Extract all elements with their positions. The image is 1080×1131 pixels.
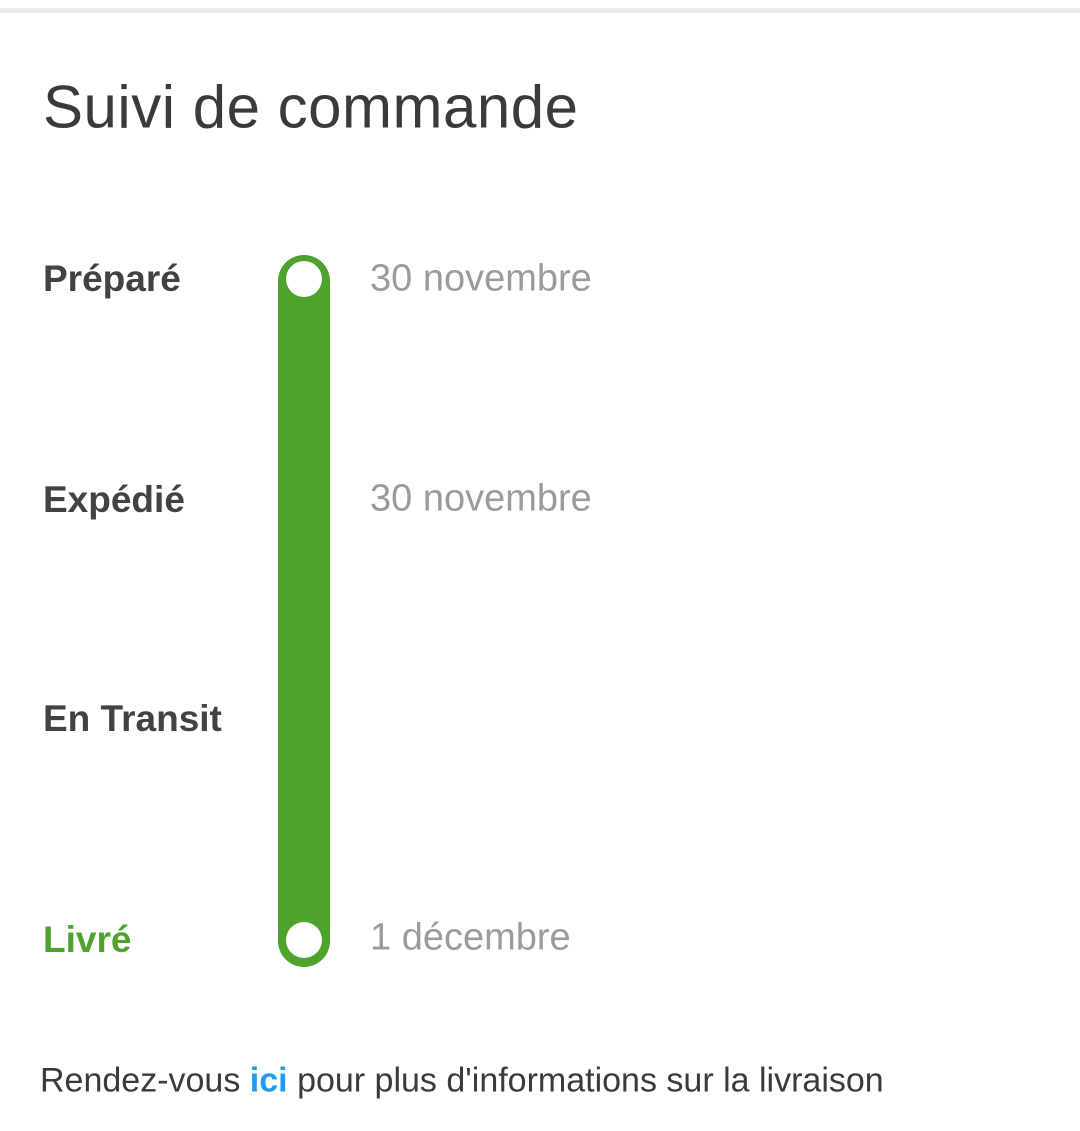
- step-label-shipped: Expédié: [43, 479, 185, 520]
- step-date-prepared: 30 novembre: [370, 257, 592, 300]
- timeline-marker-prepared: [286, 261, 322, 297]
- delivery-info-suffix: pour plus d'informations sur la livraiso…: [297, 1061, 884, 1100]
- timeline-track: [278, 255, 330, 967]
- step-label-delivered: Livré: [43, 919, 132, 960]
- delivery-info-link[interactable]: ici: [249, 1061, 288, 1100]
- step-date-shipped: 30 novembre: [370, 477, 592, 520]
- step-date-delivered: 1 décembre: [370, 916, 571, 959]
- page-title: Suivi de commande: [43, 73, 579, 141]
- timeline-marker-delivered: [286, 922, 322, 958]
- delivery-info-prefix: Rendez-vous: [40, 1061, 241, 1100]
- step-label-prepared: Préparé: [43, 258, 181, 299]
- step-label-in-transit: En Transit: [43, 698, 222, 739]
- top-divider: [0, 8, 1080, 13]
- delivery-info-note: Rendez-vous ici pour plus d'informations…: [40, 1062, 884, 1101]
